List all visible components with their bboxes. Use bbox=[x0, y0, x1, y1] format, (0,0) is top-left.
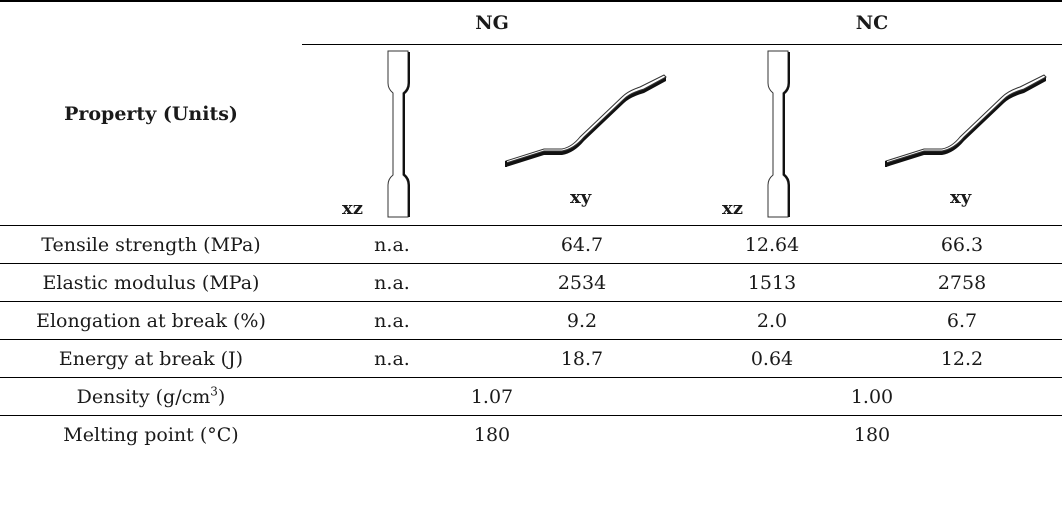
group-ng-header: NG bbox=[302, 1, 682, 45]
nc-xz-value: 0.64 bbox=[682, 339, 862, 378]
nc-xy-value: 6.7 bbox=[862, 301, 1062, 340]
property-name: Tensile strength (MPa) bbox=[0, 225, 302, 264]
nc-xz-value: 1513 bbox=[682, 263, 862, 302]
nc-xy-value: 12.2 bbox=[862, 339, 1062, 378]
ng-xy-value: 9.2 bbox=[482, 301, 682, 340]
ng-xy-cell: xy bbox=[482, 45, 682, 226]
table-row: Elongation at break (%) n.a. 9.2 2.0 6.7 bbox=[0, 301, 1062, 340]
density-label: Density (g/cm3) bbox=[0, 377, 302, 416]
property-name: Elongation at break (%) bbox=[0, 301, 302, 340]
melting-point-label: Melting point (°C) bbox=[63, 423, 239, 446]
flat-dogbone-specimen-icon bbox=[885, 74, 1047, 167]
density-label-prefix: Density (g/cm bbox=[76, 385, 211, 408]
group-header-row: Property (Units) NG NC bbox=[0, 1, 1062, 125]
nc-xy-value: 2758 bbox=[862, 263, 1062, 302]
property-units-header: Property (Units) bbox=[64, 102, 238, 125]
ng-xz-value: n.a. bbox=[302, 339, 482, 378]
density-row: Density (g/cm3) 1.07 1.00 bbox=[0, 377, 1062, 416]
melting-point-row: Melting point (°C) 180 180 bbox=[0, 416, 1062, 454]
density-label-suffix: ) bbox=[217, 385, 226, 408]
ng-xz-value: n.a. bbox=[302, 263, 482, 302]
ng-xy-label: xy bbox=[570, 187, 592, 208]
ng-xy-value: 2534 bbox=[482, 263, 682, 302]
material-properties-table: Property (Units) NG NC xz bbox=[0, 1, 1062, 454]
table-row: Energy at break (J) n.a. 18.7 0.64 12.2 bbox=[0, 339, 1062, 378]
ng-xz-value: n.a. bbox=[302, 301, 482, 340]
table-row: Tensile strength (MPa) n.a. 64.7 12.64 6… bbox=[0, 225, 1062, 264]
density-label-exponent: 3 bbox=[210, 384, 218, 399]
property-name: Elastic modulus (MPa) bbox=[0, 263, 302, 302]
nc-xz-value: 2.0 bbox=[682, 301, 862, 340]
nc-xz-value: 12.64 bbox=[682, 225, 862, 264]
nc-xy-label: xy bbox=[950, 187, 972, 208]
flat-dogbone-specimen-icon bbox=[505, 74, 667, 167]
ng-xz-label: xz bbox=[342, 198, 363, 219]
table-row: Elastic modulus (MPa) n.a. 2534 1513 275… bbox=[0, 263, 1062, 302]
ng-xz-value: n.a. bbox=[302, 225, 482, 264]
nc-xz-label: xz bbox=[722, 198, 743, 219]
ng-xy-value: 18.7 bbox=[482, 339, 682, 378]
nc-melting-value: 180 bbox=[853, 423, 891, 446]
ng-xy-value: 64.7 bbox=[482, 225, 682, 264]
ng-density-value: 1.07 bbox=[302, 377, 682, 416]
property-name: Energy at break (J) bbox=[0, 339, 302, 378]
nc-xy-value: 66.3 bbox=[862, 225, 1062, 264]
group-nc-header: NC bbox=[682, 1, 1062, 45]
vertical-dogbone-specimen-icon bbox=[767, 50, 790, 218]
nc-xz-cell: xz bbox=[682, 45, 862, 226]
ng-melting-value: 180 bbox=[473, 423, 511, 446]
specimen-image-row: xz xy bbox=[0, 45, 1062, 226]
nc-density-value: 1.00 bbox=[682, 377, 1062, 416]
ng-xz-cell: xz bbox=[302, 45, 482, 226]
vertical-dogbone-specimen-icon bbox=[387, 50, 410, 218]
nc-xy-cell: xy bbox=[862, 45, 1062, 226]
